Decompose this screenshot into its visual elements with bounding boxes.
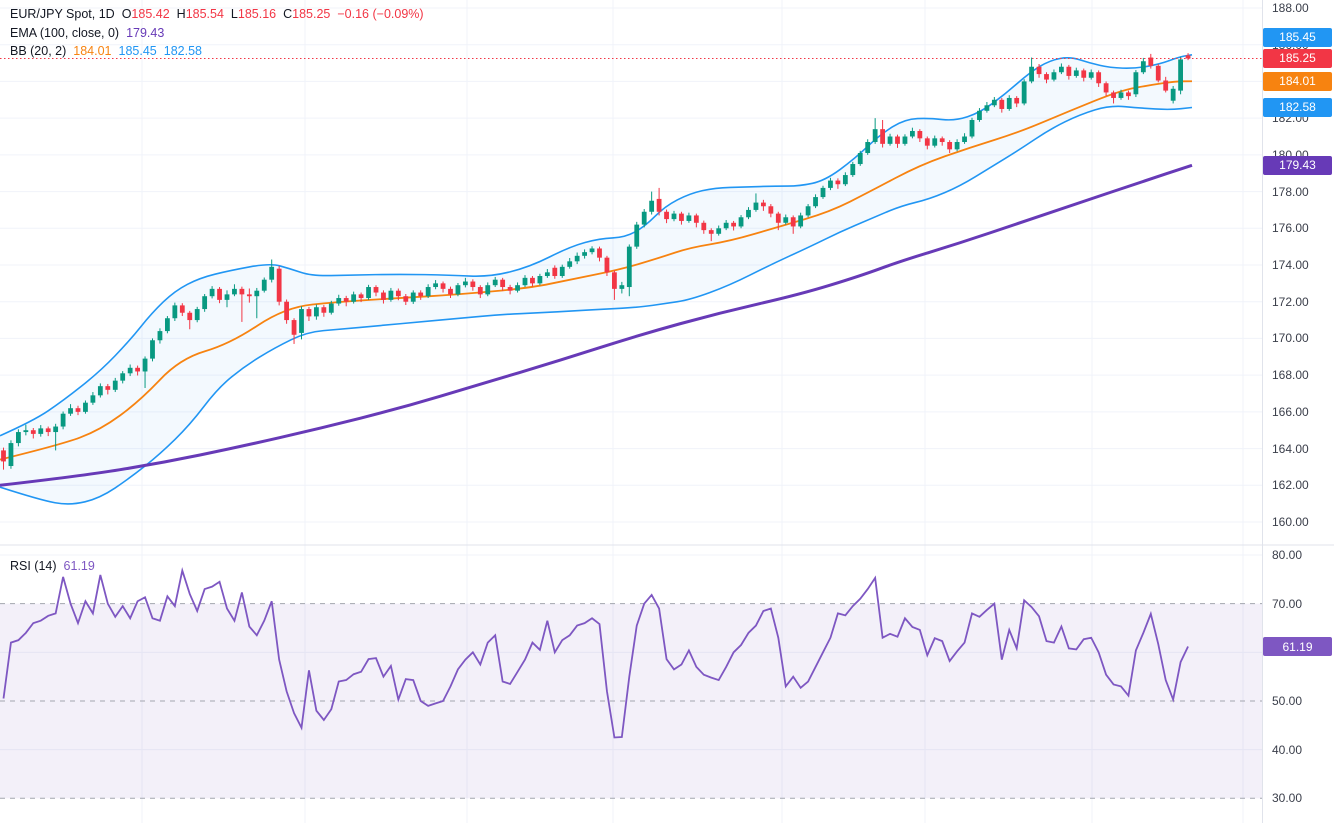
open-value: O185.42 xyxy=(121,7,170,22)
price-axis-border xyxy=(1262,0,1263,823)
price-axis-label: 178.00 xyxy=(1272,184,1309,199)
bb-label: BB (20, 2) xyxy=(10,44,67,59)
price-axis-label: 168.00 xyxy=(1272,368,1309,383)
bb-upper-value: 185.45 xyxy=(118,44,157,59)
price-axis-label: 170.00 xyxy=(1272,331,1309,346)
change-value: −0.16 (−0.09%) xyxy=(337,7,424,22)
ema-badge: 179.43 xyxy=(1263,155,1332,175)
bb-basis-badge: 184.01 xyxy=(1263,71,1332,91)
price-axis-label: 166.00 xyxy=(1272,404,1309,419)
price-axis-label: 164.00 xyxy=(1272,441,1309,456)
rsi-axis-label: 80.00 xyxy=(1272,548,1303,562)
symbol-title: EUR/JPY Spot, 1D xyxy=(10,7,115,22)
price-axis-label: 176.00 xyxy=(1272,221,1309,236)
close-value: C185.25 xyxy=(283,7,331,22)
bb-basis-value: 184.01 xyxy=(73,44,112,59)
rsi-axis-label: 30.00 xyxy=(1272,791,1303,806)
rsi-value-badge: 61.19 xyxy=(1263,637,1332,657)
bb-lower-badge: 182.58 xyxy=(1263,97,1332,117)
rsi-label: RSI (14) xyxy=(10,559,57,574)
rsi-legend[interactable]: RSI (14) 61.19 xyxy=(10,557,95,576)
symbol-legend-row[interactable]: EUR/JPY Spot, 1D O185.42 H185.54 L185.16… xyxy=(10,5,424,24)
price-axis-label: 162.00 xyxy=(1272,478,1309,493)
bb-upper-badge: 185.45 xyxy=(1263,27,1332,47)
rsi-axis-label: 40.00 xyxy=(1272,742,1303,757)
rsi-value: 61.19 xyxy=(63,559,95,574)
rsi-axis-label: 50.00 xyxy=(1272,693,1303,708)
high-value: H185.54 xyxy=(176,7,224,22)
low-value: L185.16 xyxy=(230,7,277,22)
rsi-axis-label: 70.00 xyxy=(1272,596,1303,611)
price-axis-label: 172.00 xyxy=(1272,294,1309,309)
price-axis-label: 188.00 xyxy=(1272,1,1309,15)
bb-lower-value: 182.58 xyxy=(163,44,202,59)
last-price-badge: 185.25 xyxy=(1263,48,1332,68)
ema-value: 179.43 xyxy=(126,25,165,40)
bb-legend-row[interactable]: BB (20, 2) 184.01 185.45 182.58 xyxy=(10,42,424,61)
price-axis-label: 160.00 xyxy=(1272,515,1309,529)
price-axis-label: 174.00 xyxy=(1272,258,1309,272)
ema-label: EMA (100, close, 0) xyxy=(10,25,120,40)
ema-legend-row[interactable]: EMA (100, close, 0) 179.43 xyxy=(10,24,424,43)
main-chart-legend: EUR/JPY Spot, 1D O185.42 H185.54 L185.16… xyxy=(10,5,424,61)
